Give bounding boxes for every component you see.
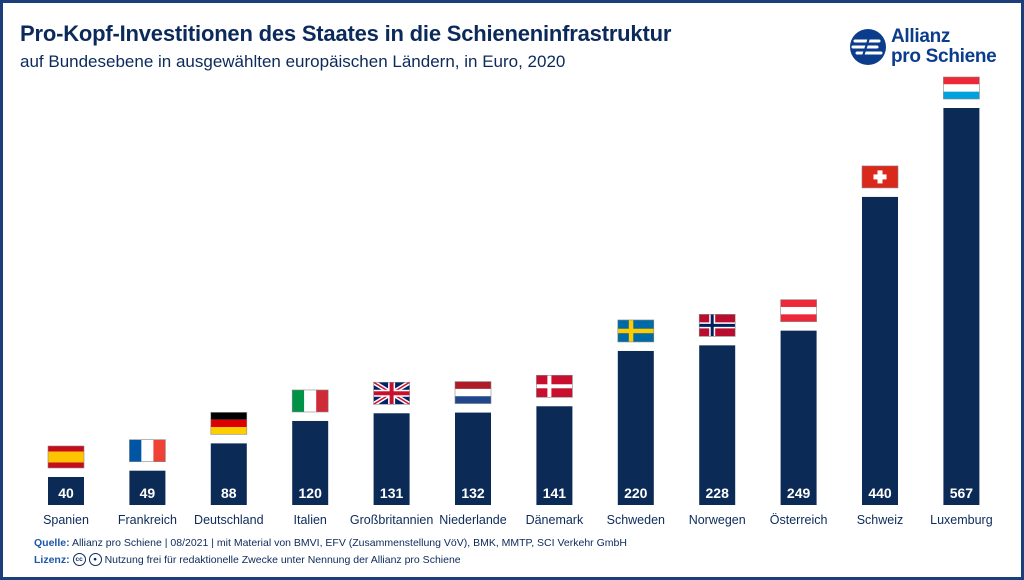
value-label: 228	[706, 485, 730, 501]
license-line: Lizenz: cc ● Nutzung frei für redaktione…	[34, 553, 461, 566]
value-label: 220	[624, 485, 648, 501]
value-label: 249	[787, 485, 811, 501]
bar-norwegen	[699, 345, 736, 505]
france-flag-icon	[129, 439, 166, 462]
value-label: 440	[868, 485, 892, 501]
spain-flag-icon	[47, 445, 85, 469]
bar-deutschland	[210, 443, 247, 505]
switzerland-flag-icon	[861, 165, 899, 189]
bar-großbritannien	[373, 413, 410, 505]
license-label: Lizenz:	[34, 553, 70, 566]
source-text: Allianz pro Schiene | 08/2021 | mit Mate…	[71, 537, 627, 549]
value-label: 120	[299, 485, 323, 501]
value-label: 88	[221, 485, 237, 501]
bar-chart: 40 Spanien 49 Frankreich 88 Deutschland 120 Ita…	[43, 76, 993, 527]
category-label: Spanien	[43, 513, 89, 527]
logo-line1: Allianz	[891, 26, 951, 47]
allianz-pro-schiene-logo: Allianz pro Schiene	[849, 27, 1009, 77]
attribution-icon: ●	[88, 553, 102, 566]
value-label: 141	[543, 485, 567, 501]
italy-flag-icon	[291, 389, 329, 413]
logo-mark-icon	[850, 29, 886, 65]
bar-dänemark	[536, 406, 573, 505]
creative-commons-icon: cc	[72, 553, 86, 566]
license-text: Nutzung frei für redaktionelle Zwecke un…	[104, 553, 461, 566]
bar-österreich	[780, 330, 817, 505]
bar-luxemburg	[943, 108, 980, 505]
logo-line2: pro Schiene	[891, 46, 997, 67]
value-label: 49	[140, 485, 156, 501]
category-label: Schweiz	[857, 513, 904, 527]
chart-title: Pro-Kopf-Investitionen des Staates in di…	[20, 21, 672, 46]
germany-flag-icon	[210, 412, 248, 435]
uk-flag-icon	[372, 380, 411, 407]
norway-flag-icon	[698, 314, 736, 337]
category-label: Österreich	[770, 513, 828, 527]
denmark-flag-icon	[536, 374, 573, 398]
logo-text: Allianz pro Schiene	[891, 26, 997, 67]
netherlands-flag-icon	[454, 381, 492, 404]
value-label: 132	[461, 485, 485, 501]
bar-frankreich	[129, 470, 166, 505]
bar-spanien	[48, 476, 84, 505]
category-label: Dänemark	[526, 513, 584, 527]
category-label: Deutschland	[194, 513, 264, 527]
category-label: Niederlande	[439, 513, 506, 527]
bar-schweiz	[862, 196, 898, 505]
category-label: Frankreich	[118, 513, 177, 527]
category-label: Schweden	[607, 513, 665, 527]
category-label: Italien	[294, 513, 327, 527]
bar-schweden	[617, 350, 654, 505]
bar-niederlande	[455, 412, 491, 505]
luxembourg-flag-icon	[943, 76, 980, 100]
category-label: Großbritannien	[350, 513, 433, 527]
sweden-flag-icon	[617, 319, 655, 343]
value-label: 131	[380, 485, 404, 501]
bar-italien	[292, 420, 329, 505]
category-label: Luxemburg	[930, 513, 993, 527]
value-label: 40	[58, 485, 74, 501]
chart-subtitle: auf Bundesebene in ausgewählten europäis…	[20, 52, 566, 71]
source-label: Quelle:	[34, 537, 70, 549]
source-line: Quelle: Allianz pro Schiene | 08/2021 | …	[34, 537, 627, 549]
value-label: 567	[950, 485, 974, 501]
austria-flag-icon	[780, 299, 817, 322]
category-label: Norwegen	[689, 513, 746, 527]
